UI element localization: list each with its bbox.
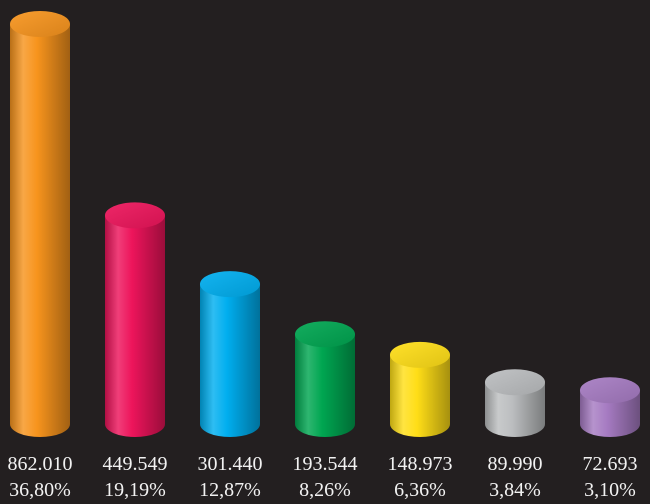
percent-label: 19,19% (104, 479, 166, 501)
value-label: 301.440 (197, 453, 263, 475)
bar-body (390, 354, 450, 437)
value-label: 148.973 (387, 453, 453, 475)
bar-top (390, 341, 450, 368)
bar-body (295, 334, 355, 437)
value-label: 862.010 (7, 453, 73, 475)
percent-label: 6,36% (394, 479, 446, 501)
bar-top (295, 321, 355, 348)
bar-top (200, 271, 260, 298)
bar-6 (485, 369, 545, 437)
bar-4 (295, 321, 355, 437)
data-label-1: 862.010 36,80% (0, 451, 88, 503)
bar-7 (580, 377, 640, 437)
bar-body (105, 215, 165, 437)
bar-body (485, 382, 545, 437)
bar-body (10, 24, 70, 437)
value-label: 72.693 (582, 453, 638, 475)
data-label-4: 193.544 8,26% (278, 451, 373, 503)
value-label: 449.549 (102, 453, 168, 475)
data-label-7: 72.693 3,10% (563, 451, 650, 503)
percent-label: 8,26% (299, 479, 351, 501)
bar-top (10, 11, 70, 37)
bar-1 (10, 11, 70, 437)
bar-body (580, 390, 640, 437)
percent-label: 3,84% (489, 479, 541, 501)
bar-3 (200, 271, 260, 437)
value-label: 89.990 (487, 453, 543, 475)
data-label-3: 301.440 12,87% (183, 451, 278, 503)
value-label: 193.544 (292, 453, 358, 475)
data-label-2: 449.549 19,19% (88, 451, 183, 503)
bar-top (485, 369, 545, 396)
data-label-5: 148.973 6,36% (373, 451, 468, 503)
bar-top (105, 202, 165, 229)
bar-body (200, 284, 260, 437)
percent-label: 3,10% (584, 479, 636, 501)
bar-2 (105, 202, 165, 437)
bar-5 (390, 341, 450, 437)
percent-label: 36,80% (9, 479, 71, 501)
bar-top (580, 377, 640, 404)
data-label-6: 89.990 3,84% (468, 451, 563, 503)
percent-label: 12,87% (199, 479, 261, 501)
